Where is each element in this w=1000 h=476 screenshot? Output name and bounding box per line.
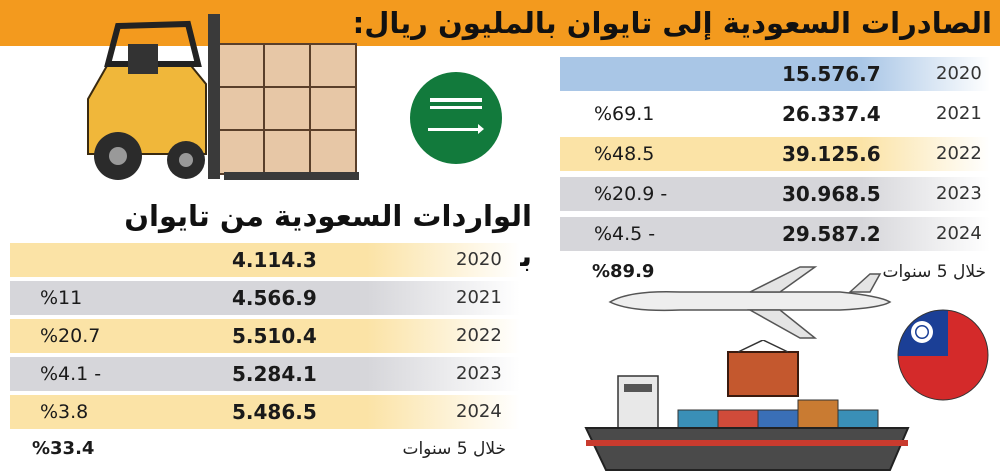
imports-change: %4.1 - — [40, 363, 102, 385]
exports-value: 26.337.4 — [782, 102, 881, 126]
row-shade — [10, 243, 520, 277]
row-shade — [560, 217, 990, 251]
imports-row-2024: %3.8 5.486.5 2024 — [10, 395, 520, 429]
saudi-flag-icon — [410, 72, 502, 164]
imports-value: 5.510.4 — [232, 324, 317, 348]
imports-value: 5.284.1 — [232, 362, 317, 386]
exports-value: 15.576.7 — [782, 62, 881, 86]
exports-change: %48.5 — [594, 143, 655, 165]
exports-year: 2020 — [936, 63, 982, 84]
exports-row-2024: %4.5 - 29.587.2 2024 — [560, 217, 990, 251]
imports-year: 2022 — [456, 325, 502, 346]
imports-year: 2024 — [456, 401, 502, 422]
exports-year: 2023 — [936, 183, 982, 204]
exports-summary: خلال 5 سنوات %89.9 — [560, 258, 990, 286]
exports-change: %20.9 - — [594, 183, 668, 205]
row-shade — [10, 395, 520, 429]
imports-change: %20.7 — [40, 325, 101, 347]
exports-year: 2022 — [936, 143, 982, 164]
imports-summary: خلال 5 سنوات %33.4 — [10, 435, 520, 463]
exports-value: 30.968.5 — [782, 182, 881, 206]
imports-change: %3.8 — [40, 401, 89, 423]
exports-value: 39.125.6 — [782, 142, 881, 166]
imports-year: 2023 — [456, 363, 502, 384]
imports-change: %11 — [40, 287, 83, 309]
imports-row-2020: 4.114.3 2020 — [10, 243, 520, 277]
row-shade — [560, 97, 990, 131]
row-shade — [560, 177, 990, 211]
imports-year: 2021 — [456, 287, 502, 308]
exports-change: %4.5 - — [594, 223, 656, 245]
imports-title: الواردات السعودية من تايوان بالمليون ريا… — [124, 199, 532, 273]
imports-row-2021: %11 4.566.9 2021 — [10, 281, 520, 315]
imports-value: 5.486.5 — [232, 400, 317, 424]
imports-value: 4.114.3 — [232, 248, 317, 272]
exports-change: %69.1 — [594, 103, 655, 125]
imports-summary-value: %33.4 — [32, 438, 95, 459]
cargo-ship-illustration — [584, 340, 910, 471]
imports-row-2023: %4.1 - 5.284.1 2023 — [10, 357, 520, 391]
forklift-illustration — [87, 14, 359, 180]
exports-title: الصادرات السعودية إلى تايوان بالمليون ري… — [352, 6, 992, 40]
row-shade — [10, 357, 520, 391]
airplane-illustration — [608, 266, 892, 339]
imports-summary-label: خلال 5 سنوات — [402, 439, 506, 459]
row-shade — [560, 57, 990, 91]
row-shade — [560, 137, 990, 171]
imports-year: 2020 — [456, 249, 502, 270]
exports-row-2022: %48.5 39.125.6 2022 — [560, 137, 990, 171]
exports-row-2021: %69.1 26.337.4 2021 — [560, 97, 990, 131]
taiwan-flag-icon — [897, 309, 989, 401]
row-shade — [10, 281, 520, 315]
exports-summary-value: %89.9 — [592, 261, 655, 282]
exports-row-2020: 15.576.7 2020 — [560, 57, 990, 91]
imports-value: 4.566.9 — [232, 286, 317, 310]
exports-year: 2021 — [936, 103, 982, 124]
exports-summary-label: خلال 5 سنوات — [882, 262, 986, 282]
exports-year: 2024 — [936, 223, 982, 244]
exports-value: 29.587.2 — [782, 222, 881, 246]
imports-row-2022: %20.7 5.510.4 2022 — [10, 319, 520, 353]
row-shade — [10, 319, 520, 353]
exports-row-2023: %20.9 - 30.968.5 2023 — [560, 177, 990, 211]
